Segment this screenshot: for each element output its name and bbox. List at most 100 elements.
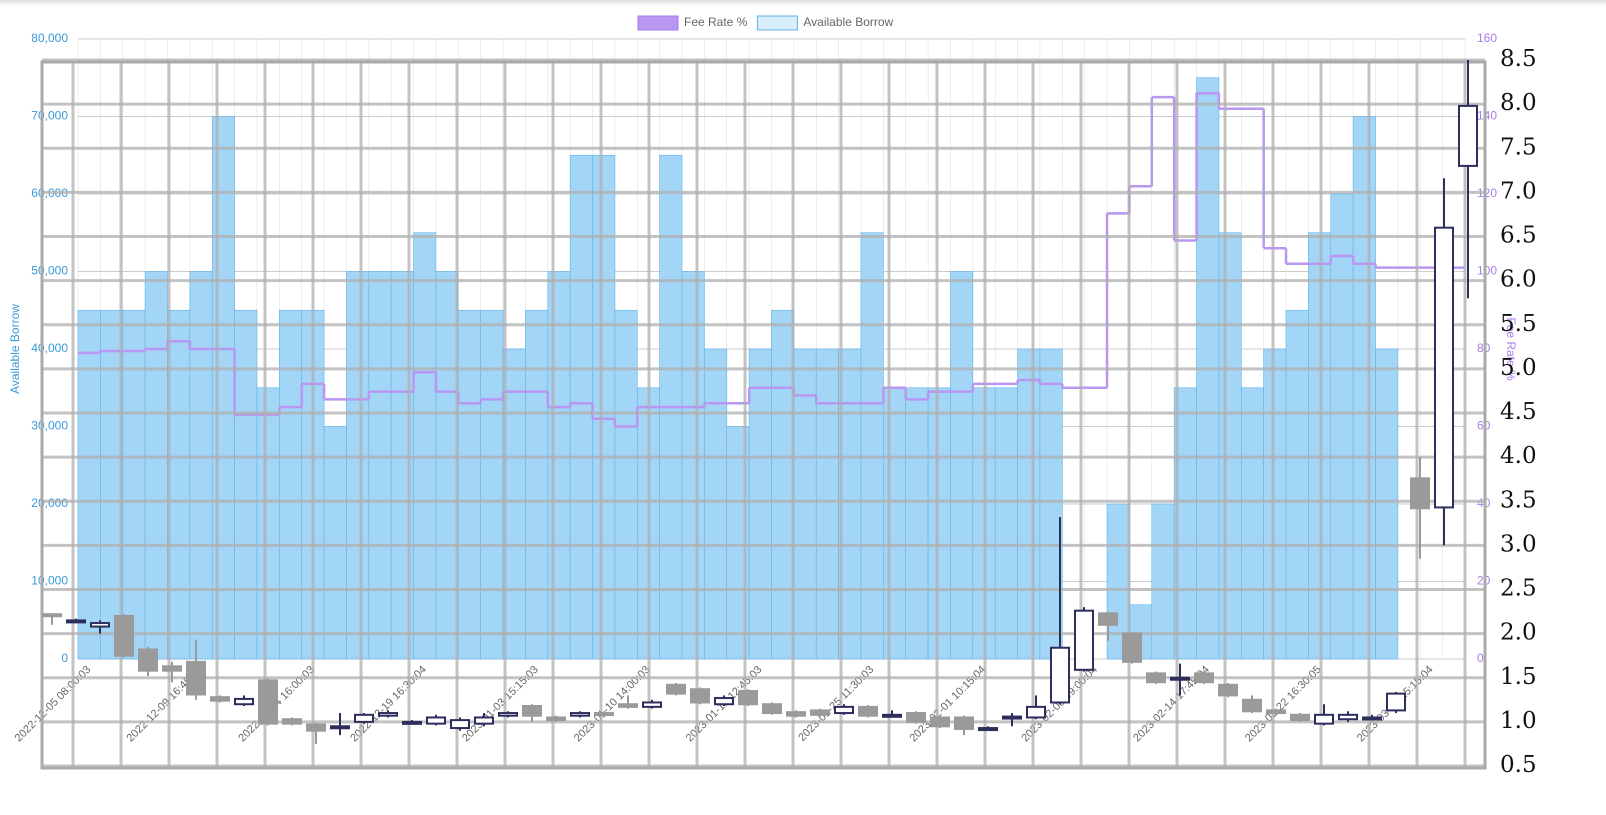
y-tick-label: 5.5 [1500,311,1537,337]
y-tick-label: 8.0 [1500,90,1537,116]
candle-body [114,614,134,657]
y-tick-label: 7.0 [1500,178,1537,204]
y-tick-label: 1.0 [1500,708,1537,734]
candle-body [978,727,998,732]
y-tick-label: 5.0 [1500,355,1537,381]
bar [368,271,392,660]
bar [681,271,705,660]
candle-body [714,697,734,706]
y2-tick-label: 120 [1477,186,1497,200]
bar [748,348,772,660]
y-tick-label: 50,000 [31,264,68,278]
candle-body [42,613,62,618]
bar [1240,387,1264,660]
bar [614,309,638,660]
candle-body [450,719,470,730]
candle-body [954,716,974,730]
candle-body [1314,713,1334,725]
y2-tick-label: 160 [1477,31,1497,45]
y-tick-label: 40,000 [31,341,68,355]
bar [144,271,168,660]
y-tick-label: 0 [61,651,68,665]
y-axis-title: Available Borrow [8,304,22,394]
bar [1375,348,1399,660]
y-tick-label: 8.5 [1500,46,1537,72]
candle-body [1002,715,1022,720]
candle-body [642,701,662,708]
candle-body [1266,709,1286,715]
candle-body [1122,632,1142,663]
bar [815,348,839,660]
candle-body [90,622,110,628]
bar [435,271,459,660]
candle-body [378,712,398,717]
candle-body [810,709,830,716]
y2-tick-label: 100 [1477,264,1497,278]
candle-body [66,619,86,624]
candle-body [522,704,542,717]
bar [994,387,1018,660]
bar [234,309,258,660]
candle-body [834,705,854,715]
candle-body [594,712,614,717]
candle-body [666,683,686,695]
candle-body [330,725,350,730]
bar [1352,116,1376,660]
bar [189,271,213,660]
candle-body [906,712,926,723]
candle-body [618,703,638,708]
bar [167,309,191,660]
bar [1218,232,1242,660]
candle-body [1218,683,1238,697]
plot-frame [40,60,1487,770]
bar [525,309,549,660]
bar [1263,348,1287,660]
candle-body [1146,672,1166,684]
x-tick-label: 2023-01-25 11:30:03 [796,664,876,744]
candle-body [1434,226,1454,509]
candle-body [402,720,422,725]
candle-body [1026,705,1046,719]
candle-body [690,688,710,704]
y-tick-label: 30,000 [31,419,68,433]
x-tick-label: 2022-12-05 08:00:03 [13,664,94,745]
candle-body [1098,612,1118,626]
candle-body [1386,692,1406,712]
legend-swatch [637,15,679,31]
bar [1151,503,1175,660]
y2-tick-label: 140 [1477,109,1497,123]
y2-axis-title: Fee Rate % [1504,317,1518,381]
bar [323,426,347,660]
candle-body [1050,646,1070,704]
candle-body [1194,672,1214,684]
y-tick-label: 4.5 [1500,399,1537,425]
y-tick-label: 6.5 [1500,223,1537,249]
candle-body [162,665,182,672]
candle-body [546,716,566,722]
candle-body [1242,698,1262,713]
y-tick-label: 20,000 [31,496,68,510]
candle-body [1458,104,1478,167]
y-tick-label: 3.0 [1500,531,1537,557]
bar [256,387,280,660]
bar [860,232,884,660]
candle-body [234,697,254,706]
bar [569,154,593,660]
candle-body [882,713,902,718]
candle-body [1410,477,1430,510]
x-tick-label: 2023-02-01 10:15:04 [907,664,988,745]
candle-body [930,716,950,728]
legend-label: Fee Rate % [684,15,748,29]
y2-tick-label: 0 [1477,651,1484,665]
top-shadow [0,0,1606,6]
candle-body [138,648,158,672]
y-tick-label: 70,000 [31,109,68,123]
y-tick-label: 6.0 [1500,267,1537,293]
bar [1039,348,1063,660]
candle-body [1362,716,1382,721]
bar [413,232,437,660]
candle-body [426,716,446,725]
bar [592,154,616,660]
x-tick-label: 2023-01-10 14:00:03 [572,664,653,745]
